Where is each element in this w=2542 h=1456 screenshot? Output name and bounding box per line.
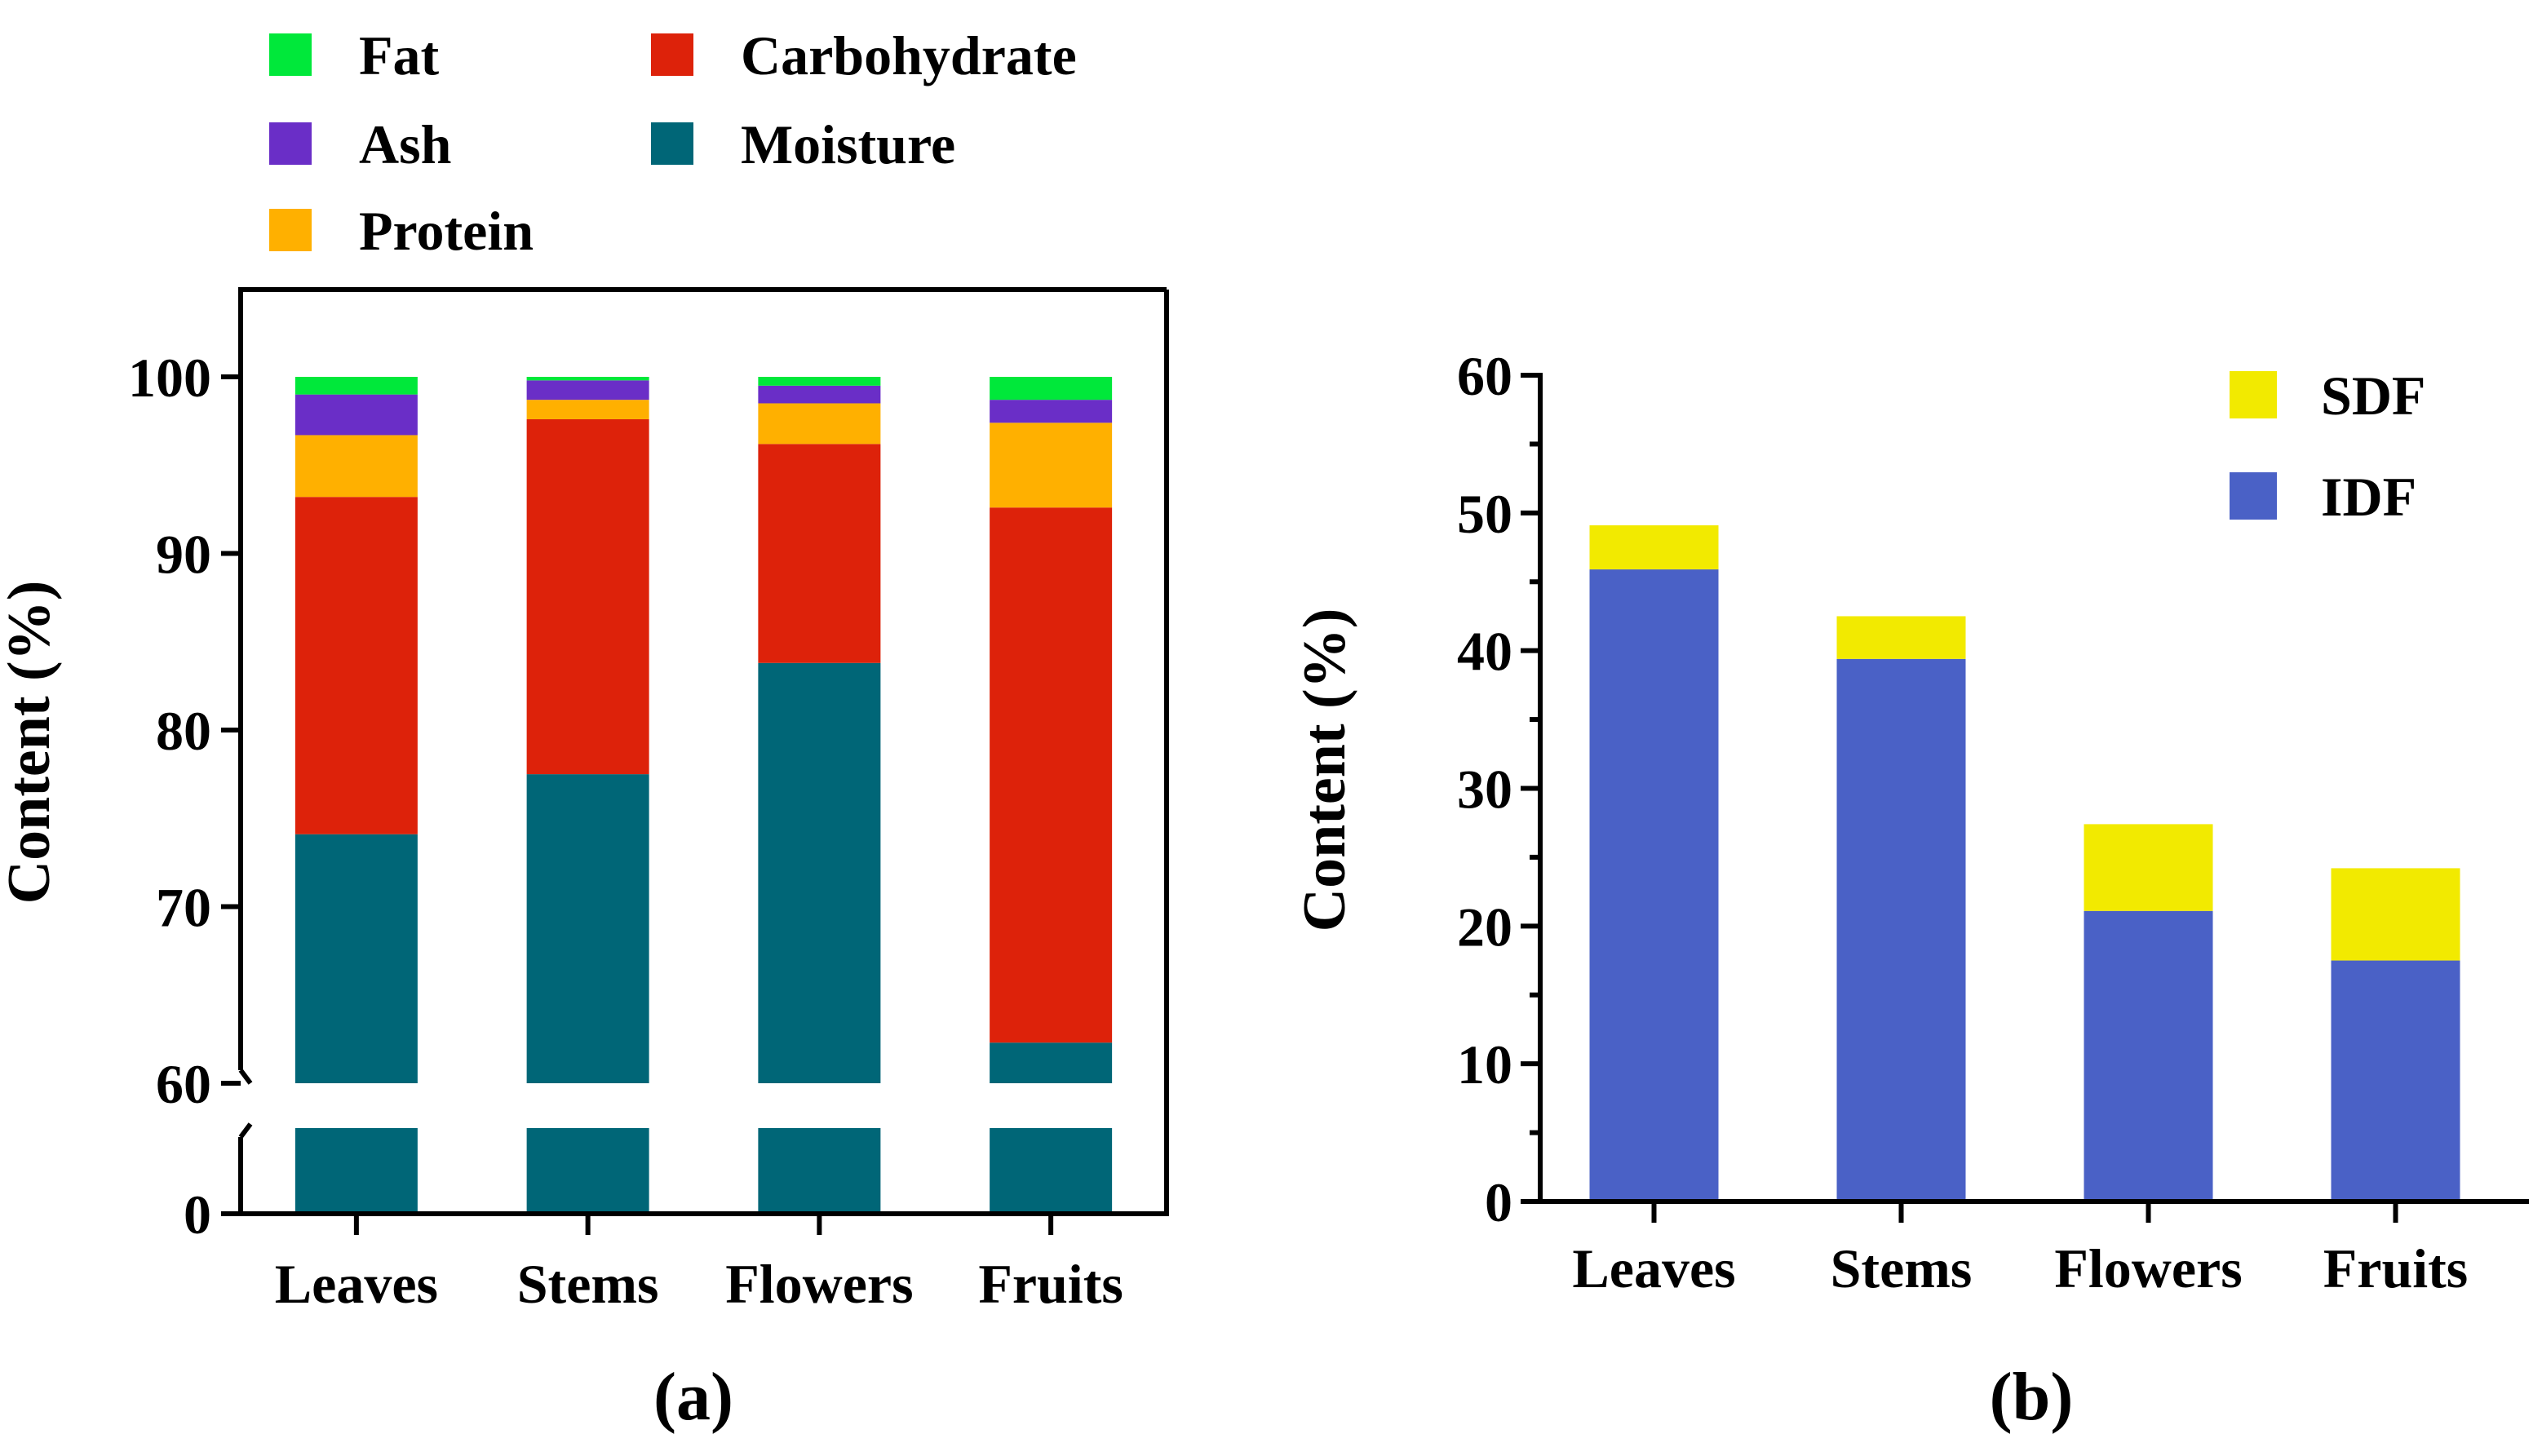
y-tick-label-40: 40 — [1457, 621, 1512, 683]
bar-carbohydrate-stems — [526, 418, 649, 775]
chart-a-x-ticks: Leaves Stems Flowers Fruits — [275, 1214, 1123, 1315]
y-tick-label-60: 60 — [156, 1053, 211, 1115]
bar-sdf-flowers — [2084, 824, 2213, 911]
chart-a-y-axis-label: Content (%) — [0, 581, 63, 905]
bar-carbohydrate-fruits — [990, 507, 1113, 1043]
chart-panel-b: 0 10 20 30 40 50 60 Leaves Stems Flowers Fruits S… — [1291, 345, 2529, 1435]
bar-idf-stems — [1836, 658, 1966, 1202]
bar-moisture-flowers-lower — [758, 1128, 881, 1214]
bar-ash-fruits — [990, 400, 1113, 423]
chart-b-y-axis-label: Content (%) — [1291, 609, 1358, 932]
y-tick-label-50: 50 — [1457, 483, 1512, 545]
bar-moisture-stems — [526, 774, 649, 1083]
y-tick-label-70: 70 — [156, 877, 211, 939]
chart-b-y-ticks: 0 10 20 30 40 50 60 — [1457, 345, 1540, 1233]
bar-idf-fruits — [2331, 960, 2460, 1202]
legend-label-idf: IDF — [2321, 466, 2416, 528]
legend-label-moisture: Moisture — [741, 113, 955, 175]
legend-swatch-ash — [269, 122, 312, 165]
chart-b-bars — [1589, 525, 2460, 1202]
legend-swatch-sdf — [2230, 371, 2277, 418]
bar-protein-leaves — [294, 435, 418, 498]
bar-carbohydrate-leaves — [294, 497, 418, 834]
axis-break-mark-lower — [238, 1122, 253, 1139]
y-tick-label-10: 10 — [1457, 1033, 1512, 1095]
bar-ash-leaves — [294, 394, 418, 436]
y-tick-label-60: 60 — [1457, 345, 1512, 407]
bar-ash-stems — [526, 380, 649, 401]
x-tick-label-fruits: Fruits — [2323, 1237, 2469, 1299]
y-tick-label-90: 90 — [156, 524, 211, 586]
bar-protein-stems — [526, 400, 649, 419]
chart-b-x-ticks: Leaves Stems Flowers Fruits — [1572, 1202, 2468, 1299]
y-tick-label-80: 80 — [156, 700, 211, 762]
x-tick-label-fruits: Fruits — [978, 1253, 1123, 1315]
bar-moisture-flowers — [758, 662, 881, 1083]
y-tick-label-0: 0 — [1485, 1171, 1512, 1233]
bar-fat-fruits — [990, 377, 1113, 401]
bar-moisture-stems-lower — [526, 1128, 649, 1214]
legend-swatch-moisture — [651, 122, 693, 165]
bar-moisture-fruits-lower — [990, 1128, 1113, 1214]
chart-a-y-ticks: 0 60 70 80 90 100 — [128, 347, 241, 1246]
x-tick-label-leaves: Leaves — [275, 1253, 438, 1315]
x-tick-label-flowers: Flowers — [2054, 1237, 2242, 1299]
bar-protein-fruits — [990, 423, 1113, 508]
bar-protein-flowers — [758, 403, 881, 445]
bar-idf-flowers — [2084, 910, 2213, 1202]
axis-break-mark-upper — [238, 1069, 253, 1085]
x-tick-label-flowers: Flowers — [725, 1253, 913, 1315]
chart-a-bars — [294, 377, 1113, 1214]
y-tick-label-100: 100 — [128, 347, 211, 409]
y-tick-label-30: 30 — [1457, 759, 1512, 821]
chart-b-legend: SDF IDF — [2230, 365, 2425, 528]
x-tick-label-leaves: Leaves — [1572, 1237, 1735, 1299]
legend-label-ash: Ash — [359, 113, 451, 175]
y-tick-label-20: 20 — [1457, 896, 1512, 958]
chart-a-panel-label: (a) — [653, 1359, 733, 1435]
legend-label-carbohydrate: Carbohydrate — [741, 24, 1077, 86]
chart-panel-a: Fat Carbohydrate Ash Moisture Protein 0 60 70 8… — [0, 24, 1169, 1435]
legend-label-sdf: SDF — [2321, 365, 2425, 427]
bar-ash-flowers — [758, 385, 881, 404]
legend-swatch-fat — [269, 33, 312, 76]
bar-moisture-leaves-lower — [294, 1128, 418, 1214]
legend-swatch-protein — [269, 209, 312, 251]
bar-sdf-leaves — [1589, 525, 1719, 570]
legend-label-fat: Fat — [359, 24, 440, 86]
bar-sdf-fruits — [2331, 868, 2460, 961]
bar-fat-stems — [526, 377, 649, 381]
legend-swatch-carbohydrate — [651, 33, 693, 76]
bar-moisture-leaves — [294, 834, 418, 1083]
legend-label-protein: Protein — [359, 200, 534, 262]
legend-swatch-idf — [2230, 472, 2277, 520]
bar-fat-flowers — [758, 377, 881, 386]
bar-sdf-stems — [1836, 616, 1966, 659]
bar-moisture-fruits — [990, 1042, 1113, 1083]
x-tick-label-stems: Stems — [517, 1253, 659, 1315]
x-tick-label-stems: Stems — [1831, 1237, 1973, 1299]
y-tick-label-0: 0 — [184, 1184, 211, 1246]
chart-b-panel-label: (b) — [1990, 1359, 2074, 1435]
bar-fat-leaves — [294, 377, 418, 395]
chart-a-legend: Fat Carbohydrate Ash Moisture Protein — [269, 24, 1077, 262]
chart-a-frame — [238, 287, 1169, 1216]
bar-idf-leaves — [1589, 569, 1719, 1202]
bar-carbohydrate-flowers — [758, 444, 881, 663]
